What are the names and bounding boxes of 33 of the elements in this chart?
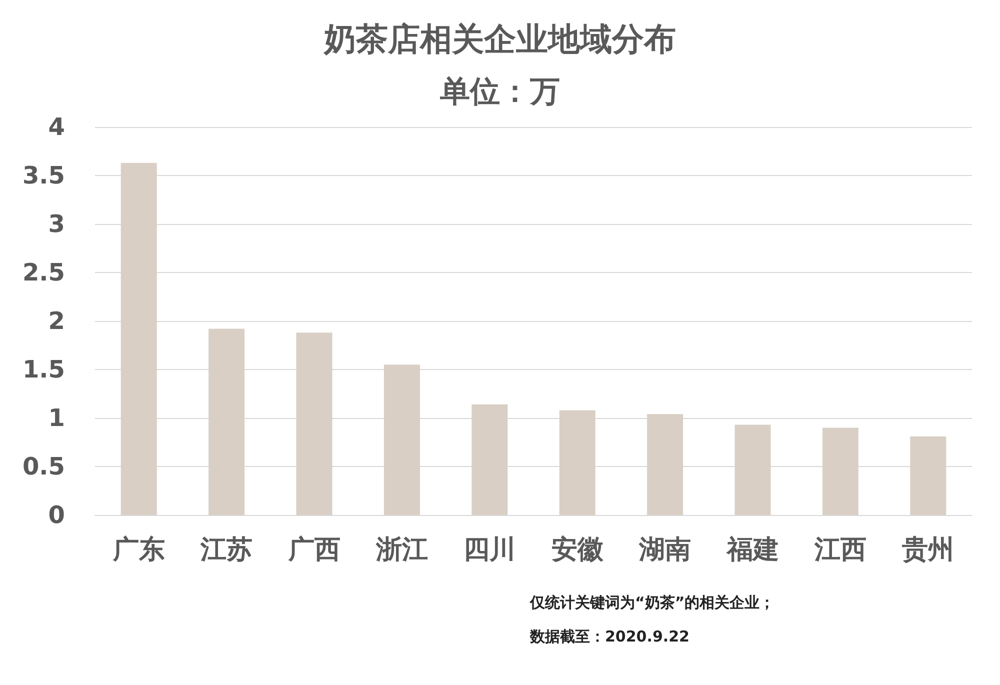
bar <box>647 414 684 515</box>
y-tick-label: 3 <box>48 210 65 238</box>
y-tick-label: 0 <box>48 501 65 529</box>
x-tick-label: 福建 <box>724 535 779 565</box>
chart-subtitle: 单位：万 <box>439 74 560 110</box>
y-tick-label: 0.5 <box>22 452 65 480</box>
x-tick-label: 江西 <box>813 535 866 565</box>
bar <box>208 328 245 515</box>
bar <box>296 332 332 515</box>
x-tick-label: 江苏 <box>200 535 253 565</box>
x-tick-label: 湖南 <box>638 535 692 565</box>
bar <box>822 428 858 515</box>
bar <box>472 404 508 515</box>
y-tick-label: 3.5 <box>22 162 65 190</box>
bar <box>734 424 771 515</box>
y-tick-label: 2 <box>48 307 65 335</box>
y-tick-label: 1.5 <box>22 356 65 384</box>
x-tick-label: 贵州 <box>901 535 954 565</box>
bar <box>910 436 946 515</box>
x-tick-label: 广西 <box>287 535 340 565</box>
chart-title: 奶茶店相关企业地域分布 <box>323 20 676 58</box>
y-tick-label: 4 <box>48 113 65 141</box>
y-tick-label: 2.5 <box>22 258 65 286</box>
bar <box>384 364 420 515</box>
bar <box>120 162 157 515</box>
text: 仅统计关键词为“奶茶”的相关企业； <box>529 594 775 612</box>
y-tick-label: 1 <box>48 404 65 432</box>
x-tick-label: 浙江 <box>374 535 428 565</box>
text: 数据截至：2020.9.22 <box>529 628 690 646</box>
x-tick-label: 安徽 <box>551 535 604 565</box>
x-tick-label: 广东 <box>112 535 165 565</box>
bar <box>559 410 596 515</box>
x-tick-label: 四川 <box>464 535 516 565</box>
